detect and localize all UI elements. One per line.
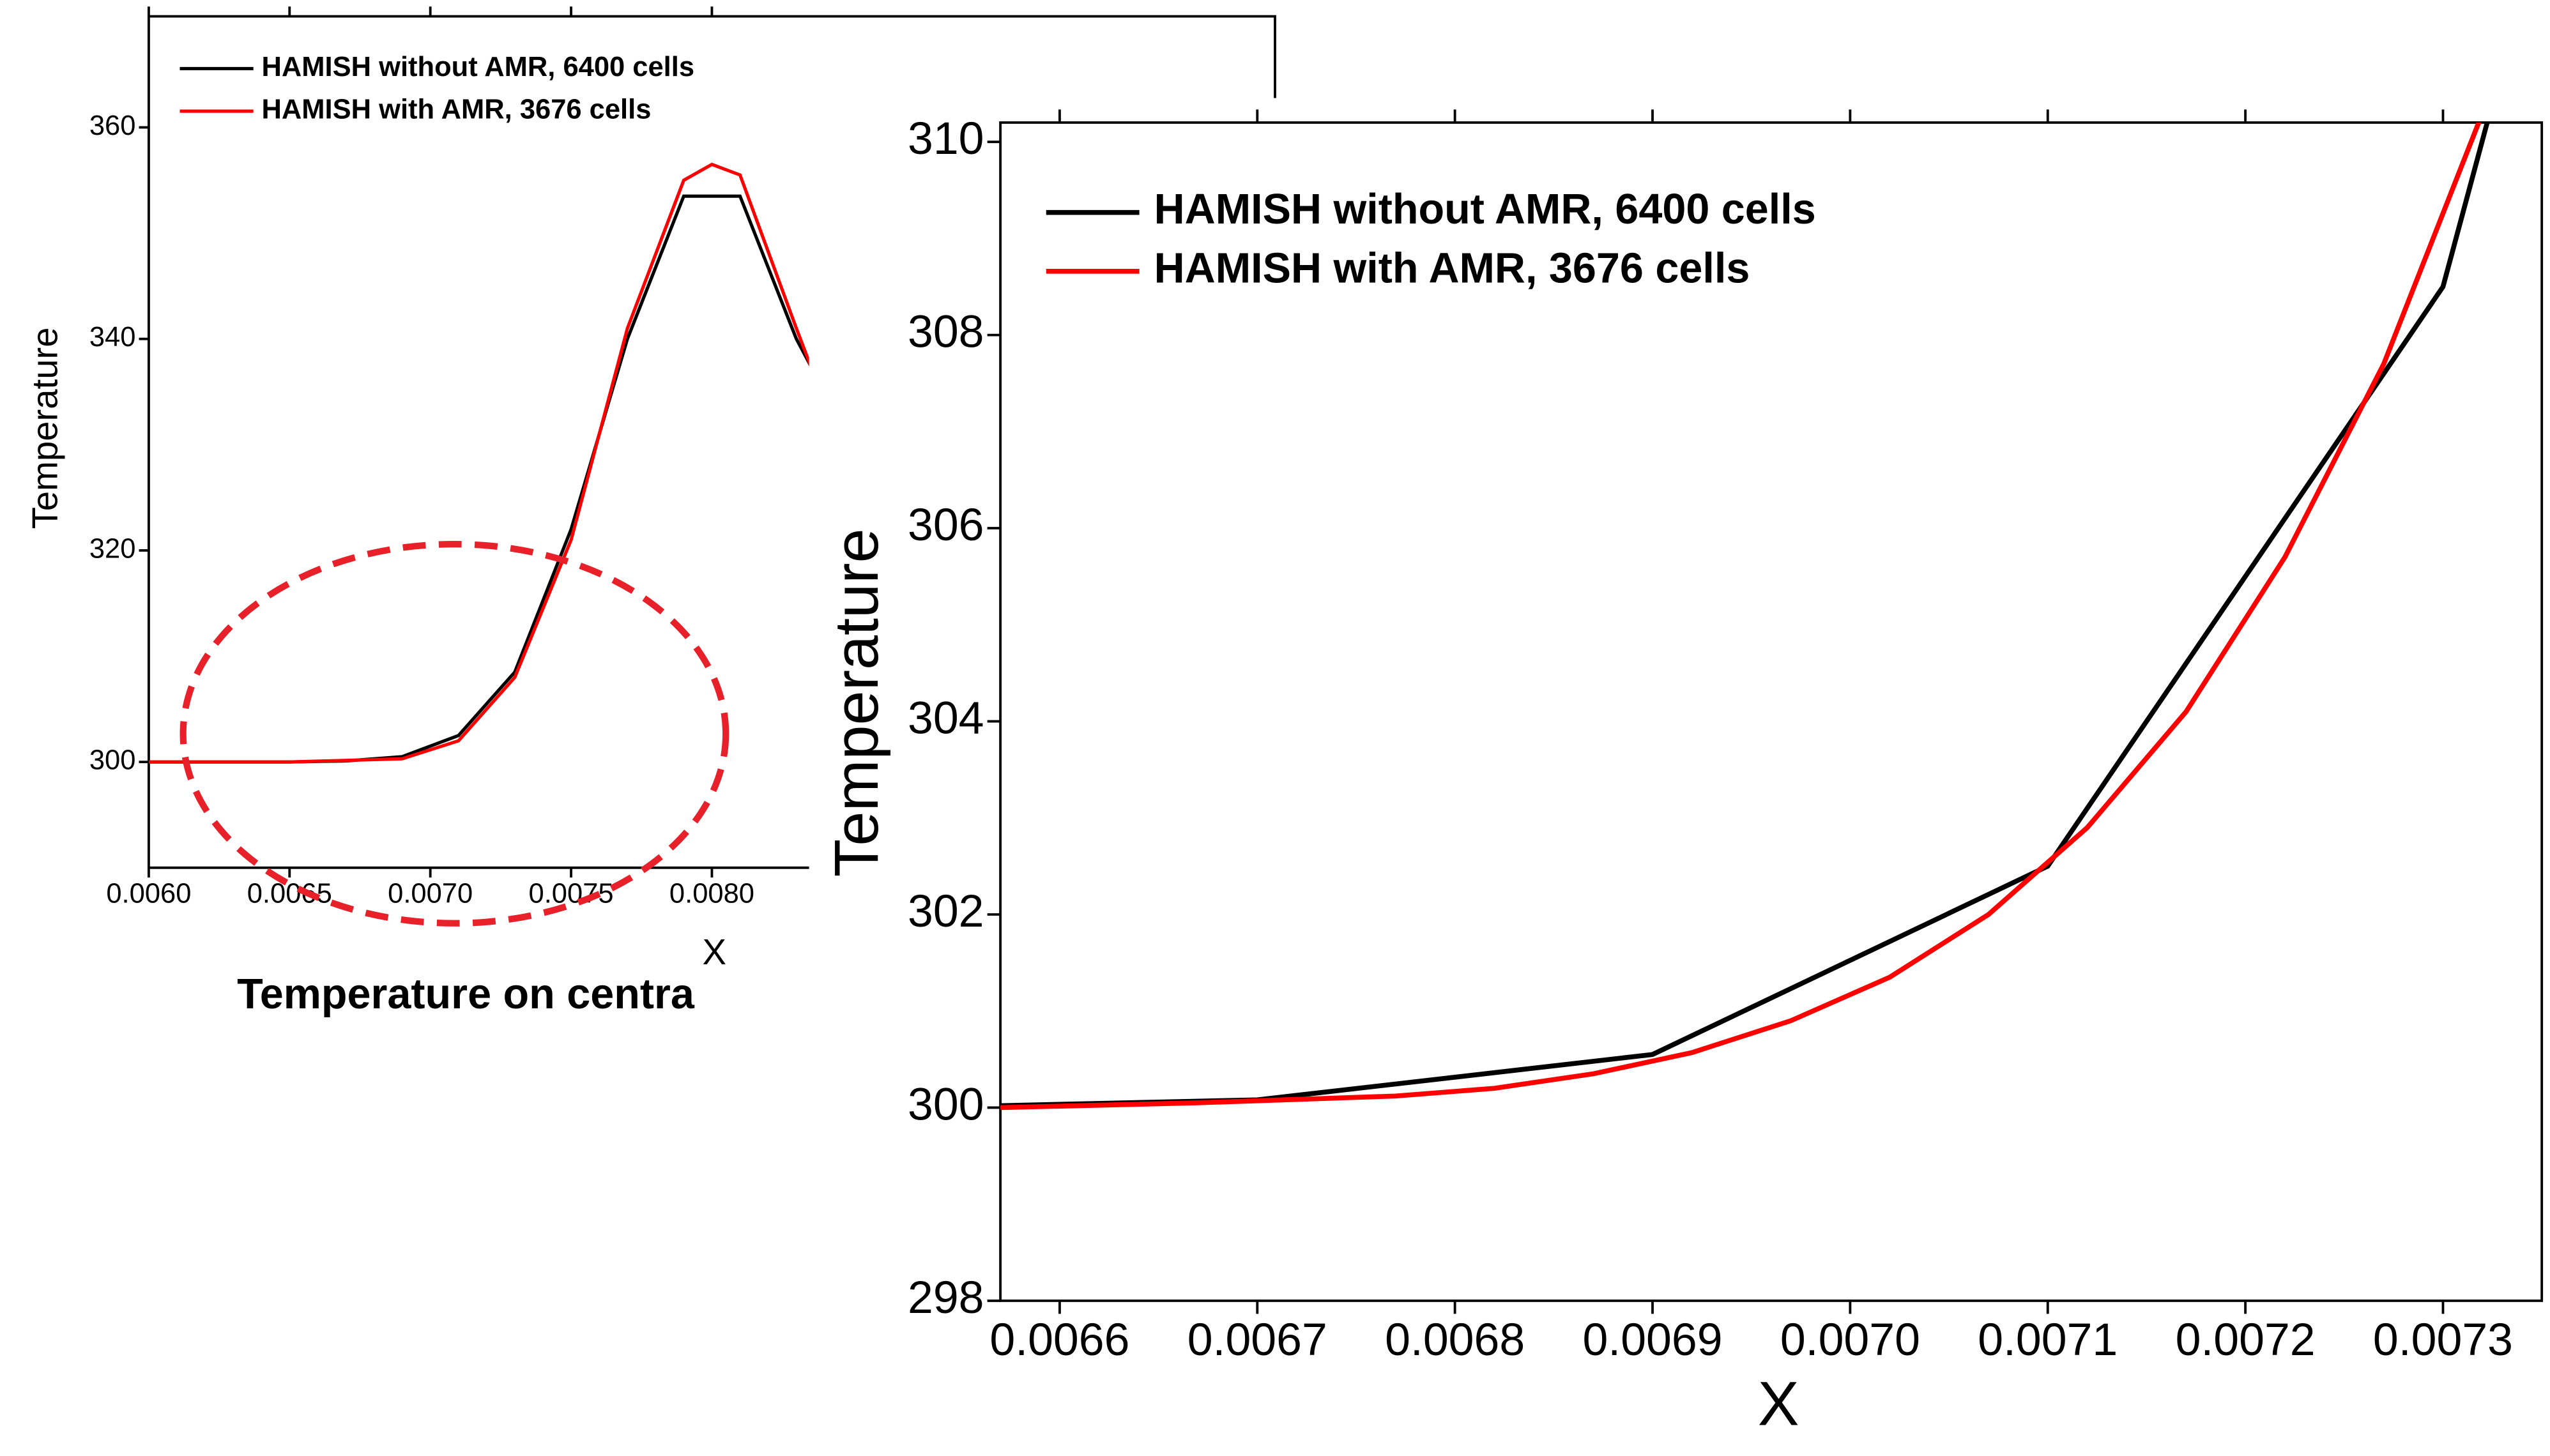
y-tick-label: 320 <box>89 533 136 564</box>
background-chart: 300 320 340 360 0.0060 0.0065 0.0070 0.0075 0.00… <box>25 6 1276 1018</box>
x-axis-label: X <box>703 932 727 972</box>
y-tick-label: 304 <box>908 692 984 743</box>
x-tick-label: 0.0071 <box>1978 1314 2118 1365</box>
x-tick-label: 0.0066 <box>989 1314 1129 1365</box>
series-line <box>148 162 827 764</box>
y-tick-label: 300 <box>908 1079 984 1130</box>
x-tick-label: 0.0070 <box>388 878 473 909</box>
x-tick-label: 0.0072 <box>2176 1314 2316 1365</box>
legend-label: HAMISH without AMR, 6400 cells <box>1154 186 1816 233</box>
y-tick-label: 306 <box>908 499 984 550</box>
x-tick-label: 0.0067 <box>1187 1314 1327 1365</box>
y-axis-label: Temperature <box>25 327 65 529</box>
x-tick-label: 0.0068 <box>1385 1314 1525 1365</box>
x-tick-label: 0.0060 <box>106 878 191 909</box>
x-tick-label: 0.0070 <box>1780 1314 1920 1365</box>
x-axis-label: X <box>1758 1369 1799 1438</box>
x-tick-label: 0.0080 <box>669 878 754 909</box>
legend-label: HAMISH with AMR, 3676 cells <box>1154 245 1750 292</box>
series-line <box>148 194 827 764</box>
plot-frame <box>999 121 2544 1302</box>
x-tick-label: 0.0065 <box>247 878 332 909</box>
highlight-ellipse <box>179 541 729 927</box>
legend-label: HAMISH without AMR, 6400 cells <box>261 52 694 82</box>
x-tick-label: 0.0073 <box>2373 1314 2513 1365</box>
x-tick-label: 0.0075 <box>529 878 614 909</box>
overlay-panel <box>809 98 2550 1456</box>
y-tick-label: 302 <box>908 886 984 937</box>
y-axis-label: Temperature <box>821 528 891 877</box>
legend-label: HAMISH with AMR, 3676 cells <box>261 94 651 125</box>
zoom-chart: 298 300 302 304 306 308 310 0.0066 0.0067 0.0068 0… <box>821 109 2544 1438</box>
series-line <box>1000 122 2482 1111</box>
y-tick-label: 300 <box>89 745 136 776</box>
y-tick-label: 340 <box>89 322 136 353</box>
plot-area <box>1000 122 2490 1111</box>
plot-area <box>148 162 827 764</box>
y-tick-label: 298 <box>908 1272 984 1323</box>
y-tick-label: 360 <box>89 110 136 141</box>
chart-title: Temperature on centra <box>237 971 695 1018</box>
y-tick-label: 310 <box>908 113 984 164</box>
y-tick-label: 308 <box>908 307 984 358</box>
x-tick-label: 0.0069 <box>1582 1314 1722 1365</box>
